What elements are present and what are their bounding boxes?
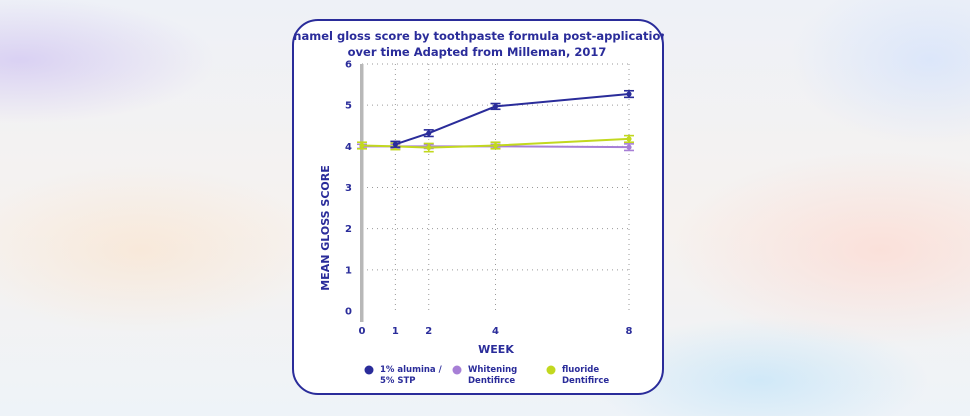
chart-title-line-2: over time Adapted from Milleman, 2017 [348, 45, 607, 59]
legend-label: Dentifirce [562, 376, 609, 386]
y-tick-label: 0 [345, 307, 352, 318]
legend-marker [452, 365, 462, 375]
legend-label: 1% alumina / [380, 365, 443, 375]
legend: 1% alumina /5% STPWhiteningDentifirceflu… [364, 365, 609, 386]
chart-title-line-1: Enamel gloss score by toothpaste formula… [294, 29, 664, 43]
y-tick-label: 5 [345, 101, 352, 112]
y-tick-label: 1 [345, 265, 352, 276]
y-tick-label: 4 [345, 142, 352, 153]
x-tick-labels: 0 1 2 4 8 [359, 326, 633, 337]
series-2 [357, 134, 634, 153]
legend-label: 5% STP [380, 376, 416, 386]
series-layer [357, 89, 634, 153]
y-axis-title: MEAN GLOSS SCORE [319, 165, 332, 291]
y-tick-label: 2 [345, 224, 352, 235]
legend-label: Whitening [468, 365, 517, 375]
grid-lines [362, 63, 630, 311]
x-tick-label: 2 [425, 326, 432, 337]
data-point [626, 144, 632, 150]
x-tick-label: 4 [492, 326, 499, 337]
y-tick-label: 6 [345, 60, 352, 71]
y-tick-labels: 0 1 2 3 4 5 6 [345, 60, 352, 318]
data-point [392, 141, 398, 147]
legend-label: fluoride [562, 365, 599, 375]
data-point [492, 142, 499, 149]
x-tick-label: 8 [626, 326, 633, 337]
chart-card: Enamel gloss score by toothpaste formula… [292, 19, 664, 395]
series-0 [390, 89, 634, 148]
y-tick-label: 3 [345, 183, 352, 194]
data-point [626, 136, 632, 142]
data-point [426, 130, 432, 136]
x-tick-label: 1 [392, 326, 399, 337]
data-point [426, 144, 432, 151]
y-axis-bar [360, 64, 364, 322]
data-point [359, 142, 365, 149]
x-axis-title: WEEK [478, 343, 514, 356]
x-tick-label: 0 [359, 326, 366, 337]
legend-marker [364, 365, 374, 375]
series-line [395, 93, 630, 146]
data-point [626, 91, 632, 97]
chart-svg: Enamel gloss score by toothpaste formula… [294, 29, 664, 386]
legend-item: 1% alumina /5% STP [364, 365, 443, 386]
data-point [492, 103, 499, 110]
legend-label: Dentifirce [468, 376, 515, 386]
legend-marker [546, 365, 556, 375]
